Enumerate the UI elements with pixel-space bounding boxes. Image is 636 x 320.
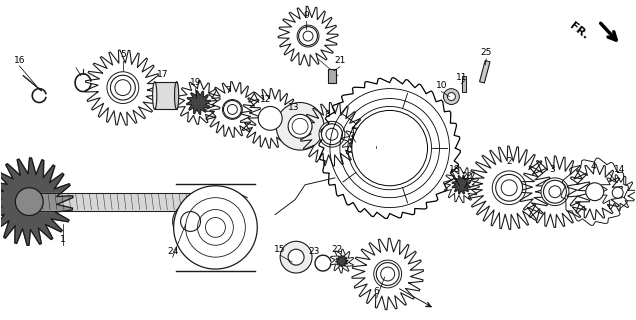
Polygon shape (342, 127, 373, 158)
Text: 6: 6 (374, 287, 380, 296)
Bar (480, 60, 490, 83)
Text: 7: 7 (226, 86, 232, 95)
Circle shape (319, 121, 345, 147)
Polygon shape (452, 176, 471, 194)
Circle shape (374, 260, 401, 288)
Circle shape (501, 180, 517, 196)
Polygon shape (205, 82, 260, 137)
Polygon shape (177, 81, 220, 124)
Polygon shape (278, 6, 338, 66)
Polygon shape (85, 50, 160, 125)
Ellipse shape (153, 82, 157, 109)
Circle shape (364, 138, 388, 162)
Polygon shape (352, 238, 424, 310)
Circle shape (326, 128, 338, 140)
Circle shape (448, 92, 455, 100)
Circle shape (115, 80, 131, 96)
Circle shape (276, 102, 324, 150)
Circle shape (288, 249, 304, 265)
Circle shape (495, 174, 523, 201)
Polygon shape (319, 78, 460, 219)
Text: 1: 1 (60, 235, 66, 244)
Circle shape (15, 188, 43, 215)
Text: 13: 13 (288, 103, 300, 112)
Text: 17: 17 (157, 70, 169, 79)
Text: 11: 11 (455, 73, 467, 82)
Text: 4: 4 (591, 163, 597, 172)
Circle shape (544, 180, 567, 203)
Circle shape (541, 178, 569, 206)
Text: 2: 2 (506, 157, 512, 166)
Text: 14: 14 (614, 165, 625, 174)
Circle shape (292, 118, 308, 134)
Circle shape (377, 263, 399, 285)
Bar (328, 69, 336, 83)
Text: 3: 3 (549, 165, 555, 174)
Text: 10: 10 (436, 81, 447, 90)
Text: 23: 23 (308, 247, 320, 256)
Circle shape (280, 241, 312, 273)
Text: 18: 18 (448, 165, 460, 174)
Circle shape (228, 105, 237, 114)
Circle shape (223, 100, 242, 119)
Polygon shape (467, 146, 551, 229)
Polygon shape (187, 91, 211, 114)
Text: 12: 12 (259, 95, 271, 104)
Circle shape (297, 25, 319, 47)
Polygon shape (336, 255, 348, 267)
Text: 9: 9 (303, 11, 309, 20)
Circle shape (321, 124, 342, 145)
Polygon shape (349, 134, 366, 150)
Polygon shape (240, 89, 300, 148)
Circle shape (443, 89, 459, 105)
Circle shape (352, 110, 427, 186)
Text: 21: 21 (334, 56, 345, 65)
Circle shape (370, 144, 382, 156)
Circle shape (174, 186, 258, 269)
Text: 5: 5 (120, 51, 126, 60)
Circle shape (549, 186, 561, 198)
Circle shape (586, 183, 604, 201)
Circle shape (172, 204, 209, 239)
Circle shape (258, 107, 282, 130)
Circle shape (111, 75, 135, 100)
Text: 15: 15 (274, 245, 286, 254)
Text: 24: 24 (167, 247, 178, 256)
Polygon shape (600, 175, 635, 211)
Text: 19: 19 (190, 78, 201, 87)
Text: FR.: FR. (568, 21, 590, 41)
Bar (462, 76, 466, 92)
Circle shape (288, 114, 312, 138)
Polygon shape (443, 167, 480, 203)
Bar (155, 82, 177, 109)
Text: 20: 20 (462, 172, 473, 181)
Text: 25: 25 (481, 48, 492, 57)
Ellipse shape (174, 82, 179, 109)
Polygon shape (300, 102, 364, 166)
Circle shape (107, 72, 139, 103)
Circle shape (298, 27, 317, 45)
Polygon shape (567, 164, 623, 220)
Circle shape (381, 267, 395, 281)
Text: 22: 22 (331, 245, 343, 254)
Circle shape (492, 171, 526, 204)
Polygon shape (0, 158, 73, 245)
Polygon shape (330, 249, 354, 273)
Text: 8: 8 (324, 110, 330, 119)
Text: 16: 16 (13, 56, 25, 65)
Circle shape (612, 187, 623, 198)
Circle shape (223, 100, 241, 118)
Circle shape (181, 212, 200, 231)
Circle shape (303, 31, 313, 41)
Polygon shape (519, 156, 591, 228)
